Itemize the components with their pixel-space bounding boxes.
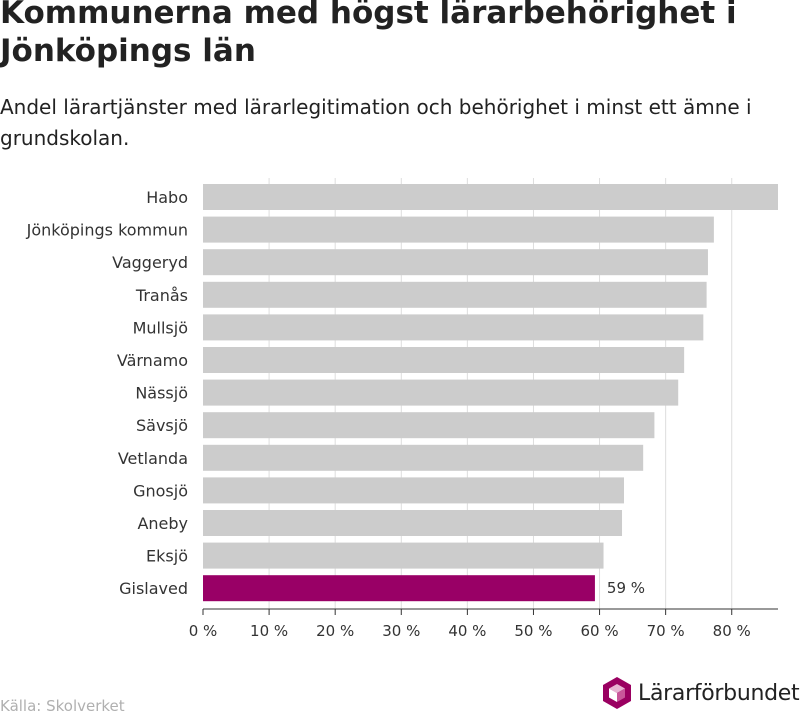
bar-eksjö xyxy=(203,542,604,569)
category-label: Värnamo xyxy=(117,351,188,370)
category-label: Gislaved xyxy=(119,579,188,598)
x-tick-label: 30 % xyxy=(382,622,420,640)
category-label: Vaggeryd xyxy=(112,253,188,272)
bar-gislaved xyxy=(203,575,595,602)
category-labels: Habo Jönköpings kommun Vaggeryd Tranås Mulls… xyxy=(26,188,188,598)
brand-name: Lärarförbundet xyxy=(638,680,800,706)
category-label: Habo xyxy=(146,188,188,207)
hexagon-cube-logo-icon xyxy=(603,677,631,709)
category-label: Nässjö xyxy=(135,384,188,403)
x-tick-label: 10 % xyxy=(250,622,288,640)
bar-nässjö xyxy=(203,379,679,406)
category-label: Tranås xyxy=(135,286,188,305)
chart-title: Kommunerna med högst lärarbehörighet i J… xyxy=(0,0,737,69)
bars xyxy=(203,184,778,602)
bar-aneby xyxy=(203,510,623,536)
x-tick-label: 70 % xyxy=(647,622,685,640)
category-label: Aneby xyxy=(137,514,188,533)
category-label: Sävsjö xyxy=(136,416,188,435)
category-label: Jönköpings kommun xyxy=(26,221,188,240)
category-label: Eksjö xyxy=(146,547,188,566)
bar-gnosjö xyxy=(203,477,625,504)
x-tick-label: 40 % xyxy=(448,622,486,640)
bar-vetlanda xyxy=(203,444,644,471)
bar-habo xyxy=(203,184,778,210)
x-tick-label: 20 % xyxy=(316,622,354,640)
category-label: Vetlanda xyxy=(118,449,188,468)
category-label: Mullsjö xyxy=(133,318,188,337)
bar-sävsjö xyxy=(203,412,655,439)
bar-vaggeryd xyxy=(203,249,708,276)
bar-chart: Habo Jönköpings kommun Vaggeryd Tranås Mulls… xyxy=(26,178,778,640)
category-label: Gnosjö xyxy=(133,481,188,500)
bar-jönköpings-kommun xyxy=(203,216,714,243)
brand-logo: Lärarförbundet xyxy=(602,676,800,710)
bar-mullsjö xyxy=(203,314,704,341)
data-labels: 59 % xyxy=(607,579,645,597)
x-tick-label: 0 % xyxy=(189,622,218,640)
x-axis: 0 % 10 % 20 % 30 % 40 % 50 % 60 % 70 % 80 % xyxy=(189,608,778,640)
x-tick-label: 80 % xyxy=(713,622,751,640)
bar-tranås xyxy=(203,281,707,308)
source-note: Källa: Skolverket xyxy=(0,697,125,715)
chart-subtitle: Andel lärartjänster med lärarlegitimatio… xyxy=(0,95,752,150)
x-tick-label: 50 % xyxy=(514,622,552,640)
x-tick-label: 60 % xyxy=(580,622,618,640)
bar-värnamo xyxy=(203,347,685,373)
data-label: 59 % xyxy=(607,579,645,597)
